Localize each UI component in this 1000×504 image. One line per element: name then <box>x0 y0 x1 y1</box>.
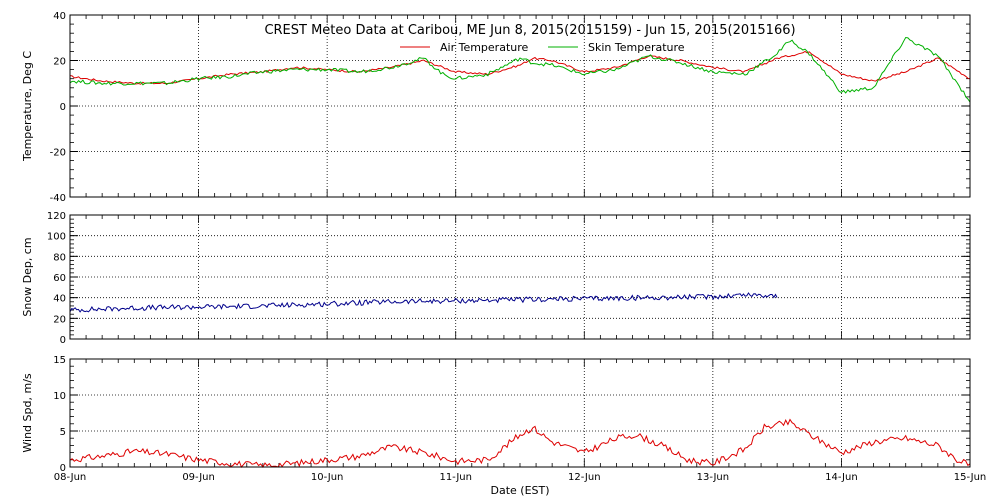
panel-2: 0 20 40 60 80 100 120 Snow Dep, cm <box>21 211 971 346</box>
x-tick-label: 09-Jun <box>182 472 215 483</box>
y-tick-label: 120 <box>47 211 66 222</box>
x-tick-label: 13-Jun <box>697 472 730 483</box>
x-tick-label: 08-Jun <box>54 472 87 483</box>
panel-1: -40 -20 0 20 40 Temperature, Deg C CREST Meteo… <box>21 11 971 204</box>
plot-frame <box>69 214 971 340</box>
y-tick-label: 20 <box>53 314 66 325</box>
y-tick-label: 20 <box>53 57 66 68</box>
y-tick-label: 0 <box>60 335 66 346</box>
x-tick-label: 10-Jun <box>311 472 344 483</box>
x-tick-label: 12-Jun <box>568 472 601 483</box>
y-tick-label: 15 <box>53 355 66 366</box>
legend-label: Skin Temperature <box>588 41 685 54</box>
y-tick-label: 5 <box>60 427 66 438</box>
x-tick-label: 14-Jun <box>825 472 858 483</box>
series-line <box>69 418 971 468</box>
y-tick-label: 60 <box>53 273 66 284</box>
panel-3: 0 5 10 15 08-Jun 09-Jun 10-Jun 11-Jun 12-Jun 13-J… <box>21 355 986 497</box>
legend-label: Air Temperature <box>440 41 529 54</box>
y-tick-label: -20 <box>50 148 66 159</box>
y-axis-title: Snow Dep, cm <box>21 237 34 316</box>
y-axis-title: Wind Spd, m/s <box>21 373 34 453</box>
series-line <box>69 292 778 313</box>
y-tick-label: -40 <box>50 193 66 204</box>
plot-frame <box>69 358 971 468</box>
y-tick-label: 40 <box>53 11 66 22</box>
x-tick-label: 11-Jun <box>439 472 472 483</box>
x-tick-label: 15-Jun <box>954 472 987 483</box>
y-axis-title: Temperature, Deg C <box>21 51 34 162</box>
y-tick-label: 0 <box>60 102 66 113</box>
y-tick-label: 0 <box>60 463 66 474</box>
y-tick-label: 80 <box>53 252 66 263</box>
y-tick-label: 100 <box>47 232 66 243</box>
series-line-air-temperature <box>69 50 971 85</box>
plot-frame <box>69 14 971 198</box>
y-tick-label: 10 <box>53 391 66 402</box>
series-line-skin-temperature <box>69 36 971 103</box>
chart-title: CREST Meteo Data at Caribou, ME Jun 8, 2… <box>264 23 795 38</box>
y-tick-label: 40 <box>53 294 66 305</box>
x-axis-title: Date (EST) <box>490 484 549 497</box>
